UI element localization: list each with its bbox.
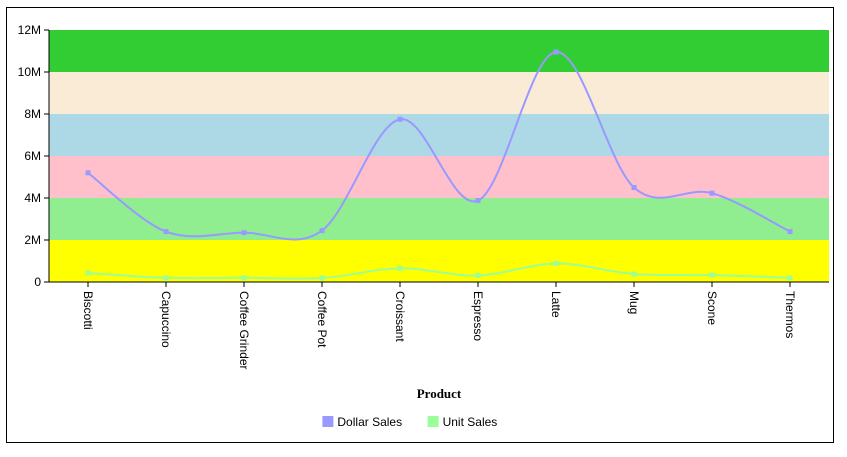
x-tick-label: Capuccino <box>159 291 173 348</box>
dollar-sales-point <box>163 229 169 235</box>
x-tick-label: Biscotti <box>81 291 95 330</box>
legend-label-unit-sales: Unit Sales <box>443 415 498 429</box>
y-tick-label: 12M <box>18 23 41 37</box>
x-axis: Biscotti Capuccino Coffee Grinder Coffee Po… <box>49 281 829 370</box>
y-tick-label: 6M <box>24 149 41 163</box>
y-tick-label: 10M <box>18 65 41 79</box>
x-tick-label: Croissant <box>393 291 407 342</box>
y-axis: 0 2M 4M 6M 8M 10M 12M <box>18 23 50 289</box>
unit-sales-line <box>87 262 791 280</box>
unit-sales-point <box>475 272 481 278</box>
band-3 <box>49 114 829 156</box>
dollar-sales-point <box>553 49 559 55</box>
band-4 <box>49 72 829 114</box>
x-tick-label: Thermos <box>783 291 797 338</box>
x-tick-label: Mug <box>627 291 641 314</box>
unit-sales-point <box>631 271 637 277</box>
y-tick-label: 8M <box>24 107 41 121</box>
unit-sales-point <box>787 275 793 281</box>
unit-sales-point <box>709 272 715 278</box>
x-tick-label: Latte <box>549 291 563 318</box>
x-axis-title: Product <box>417 386 462 401</box>
dollar-sales-point <box>241 230 247 236</box>
dollar-sales-point <box>475 198 481 204</box>
y-tick-label: 0 <box>34 275 41 289</box>
unit-sales-point <box>319 275 325 281</box>
band-1 <box>49 198 829 240</box>
unit-sales-point <box>163 275 169 281</box>
x-tick-label: Scone <box>705 291 719 325</box>
legend-swatch-dollar-sales <box>322 416 334 427</box>
unit-sales-point <box>241 275 247 281</box>
dollar-sales-point <box>319 228 325 234</box>
unit-sales-point <box>553 261 559 267</box>
x-tick-label: Espresso <box>471 291 485 341</box>
legend: Dollar Sales Unit Sales <box>322 415 497 429</box>
dollar-sales-point <box>787 229 793 235</box>
band-5 <box>49 30 829 72</box>
x-tick-label: Coffee Pot <box>315 291 329 348</box>
legend-label-dollar-sales: Dollar Sales <box>337 415 402 429</box>
y-tick-label: 4M <box>24 191 41 205</box>
y-tick-label: 2M <box>24 233 41 247</box>
dollar-sales-point <box>397 116 403 122</box>
background-bands <box>49 30 829 282</box>
unit-sales-point <box>397 265 403 271</box>
dollar-sales-line <box>87 51 791 241</box>
dollar-sales-point <box>631 185 637 190</box>
series-layer <box>85 49 793 281</box>
unit-sales-point <box>85 270 91 276</box>
dollar-sales-point <box>709 190 715 196</box>
x-tick-label: Coffee Grinder <box>237 291 251 370</box>
legend-swatch-unit-sales <box>427 416 439 427</box>
dollar-sales-point <box>85 170 91 176</box>
